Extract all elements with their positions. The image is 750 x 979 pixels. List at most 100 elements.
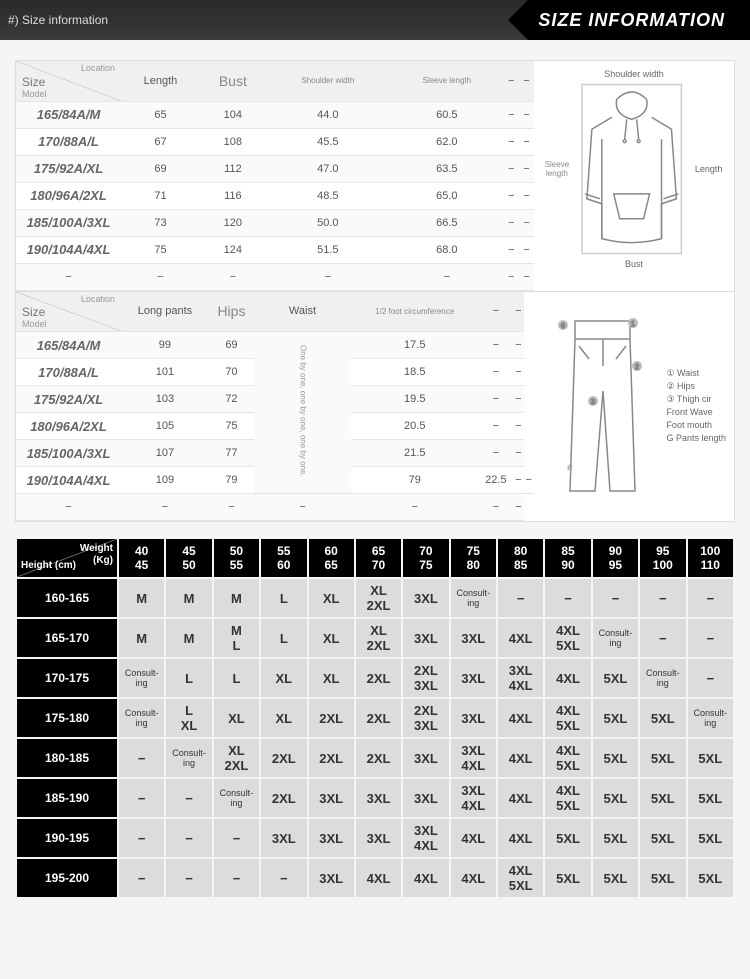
col-header: − xyxy=(513,292,523,332)
matrix-cell: 3XL xyxy=(451,619,496,657)
matrix-cell: 2XL xyxy=(261,739,306,777)
size-cell: 105 xyxy=(121,413,209,440)
size-cell: 109 xyxy=(121,467,209,494)
matrix-weight-header: 5055 xyxy=(214,539,259,577)
size-cell: 175/92A/XL xyxy=(16,386,121,413)
matrix-cell: XL xyxy=(309,619,354,657)
size-cell: 48.5 xyxy=(266,182,390,209)
col-header: Waist xyxy=(254,292,351,332)
matrix-cell: 4XL xyxy=(498,739,543,777)
matrix-cell: 5XL xyxy=(640,699,685,737)
matrix-cell: 3XL xyxy=(403,779,448,817)
pants-block: LocationSizeModelLong pantsHipsWaist1/2 … xyxy=(16,292,734,522)
pants-diagram: 1 2 3 6 # ① Waist② Hips③ Thigh cirFront … xyxy=(534,292,734,522)
matrix-weight-header: 7075 xyxy=(403,539,448,577)
matrix-cell: − xyxy=(593,579,638,617)
matrix-cell: 4XL xyxy=(356,859,401,897)
matrix-cell: XL xyxy=(261,699,306,737)
size-cell: − xyxy=(519,128,534,155)
matrix-cell: 4XL5XL xyxy=(545,699,590,737)
size-cell: 65.0 xyxy=(390,182,504,209)
matrix-cell: − xyxy=(214,819,259,857)
sleeve-length-label: Sleeve length xyxy=(542,160,572,178)
matrix-cell: Consult-ing xyxy=(451,579,496,617)
matrix-cell: − xyxy=(119,779,164,817)
hash-label: # xyxy=(567,463,573,474)
size-cell: − xyxy=(504,209,519,236)
matrix-cell: 2XL xyxy=(356,739,401,777)
size-cell: 63.5 xyxy=(390,155,504,182)
col-header: − xyxy=(504,61,519,101)
matrix-cell: L xyxy=(261,579,306,617)
matrix-cell: 5XL xyxy=(593,859,638,897)
matrix-cell: 2XL xyxy=(356,659,401,697)
length-label: Length xyxy=(691,164,726,174)
matrix-cell: Consult-ing xyxy=(214,779,259,817)
matrix-cell: L xyxy=(214,659,259,697)
matrix-cell: − xyxy=(214,859,259,897)
matrix-weight-header: 4550 xyxy=(166,539,211,577)
matrix-cell: 4XL xyxy=(403,859,448,897)
size-cell: − xyxy=(513,386,523,413)
matrix-cell: − xyxy=(688,619,734,657)
matrix-cell: 5XL xyxy=(545,819,590,857)
size-cell: 104 xyxy=(200,101,266,128)
size-cell: 73 xyxy=(121,209,200,236)
size-cell: 65 xyxy=(121,101,200,128)
matrix-height-header: 165-170 xyxy=(17,619,117,657)
matrix-cell: 5XL xyxy=(640,779,685,817)
size-cell: − xyxy=(479,440,514,467)
matrix-cell: 3XL xyxy=(403,739,448,777)
matrix-cell: 3XL xyxy=(309,819,354,857)
size-cell: 71 xyxy=(121,182,200,209)
size-cell: − xyxy=(519,236,534,263)
pants-size-table: LocationSizeModelLong pantsHipsWaist1/2 … xyxy=(16,292,534,522)
size-matrix-container: Weight(Kg)Height (cm)4045455050555560606… xyxy=(15,537,735,899)
matrix-cell: XL2XL xyxy=(214,739,259,777)
size-cell: − xyxy=(504,182,519,209)
matrix-height-header: 180-185 xyxy=(17,739,117,777)
matrix-cell: 5XL xyxy=(640,819,685,857)
pants-label: ③ Thigh cir xyxy=(666,393,726,406)
size-cell: − xyxy=(513,467,523,494)
col-header: Bust xyxy=(200,61,266,101)
size-cell: − xyxy=(519,209,534,236)
matrix-cell: XL xyxy=(214,699,259,737)
pants-label: ② Hips xyxy=(666,380,726,393)
size-cell: 175/92A/XL xyxy=(16,155,121,182)
size-cell: − xyxy=(209,494,254,521)
size-cell: 185/100A/3XL xyxy=(16,209,121,236)
size-cell: − xyxy=(479,359,514,386)
pants-diagram-labels: ① Waist② Hips③ Thigh cirFront WaveFoot m… xyxy=(662,367,726,445)
banner: #) Size information SIZE INFORMATION xyxy=(0,0,750,40)
matrix-cell: Consult-ing xyxy=(640,659,685,697)
matrix-cell: 3XL xyxy=(451,699,496,737)
matrix-cell: − xyxy=(688,579,734,617)
matrix-cell: − xyxy=(498,579,543,617)
matrix-cell: M xyxy=(119,619,164,657)
col-header: 1/2 foot circumference xyxy=(351,292,479,332)
size-tables-container: LocationSizeModelLengthBustShoulder widt… xyxy=(15,60,735,522)
size-cell: 116 xyxy=(200,182,266,209)
size-cell: 170/88A/L xyxy=(16,359,121,386)
matrix-cell: − xyxy=(119,859,164,897)
size-cell: 120 xyxy=(200,209,266,236)
matrix-height-header: 190-195 xyxy=(17,819,117,857)
matrix-cell: − xyxy=(545,579,590,617)
matrix-cell: − xyxy=(688,659,734,697)
hoodie-icon xyxy=(572,79,691,259)
matrix-cell: 5XL xyxy=(640,859,685,897)
matrix-cell: L xyxy=(166,659,211,697)
col-header: Hips xyxy=(209,292,254,332)
size-cell: − xyxy=(254,494,351,521)
ribbon-arrow-icon xyxy=(508,0,528,40)
matrix-cell: Consult-ing xyxy=(119,699,164,737)
matrix-cell: − xyxy=(166,779,211,817)
matrix-cell: Consult-ing xyxy=(593,619,638,657)
size-cell: 165/84A/M xyxy=(16,101,121,128)
size-cell: − xyxy=(519,155,534,182)
size-cell: − xyxy=(200,263,266,290)
size-cell: 107 xyxy=(121,440,209,467)
svg-text:2: 2 xyxy=(635,364,639,371)
matrix-cell: Consult-ing xyxy=(688,699,734,737)
